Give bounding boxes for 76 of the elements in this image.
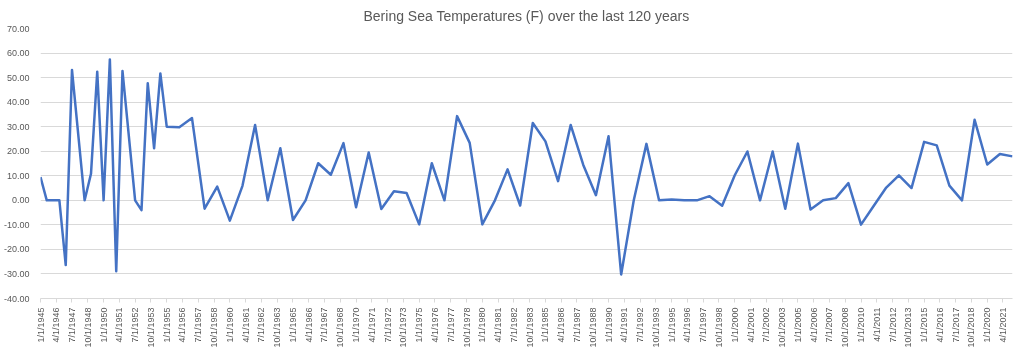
chart-title: Bering Sea Temperatures (F) over the last 120 years	[363, 7, 690, 24]
x-tick-label: 10/1/2003	[777, 307, 788, 348]
x-tick-label: 1/1/2015	[919, 307, 930, 343]
y-tick-label: 0.00	[11, 195, 30, 206]
x-tick-label: 7/1/2007	[824, 307, 835, 343]
x-tick-label: 4/1/2001	[745, 307, 756, 343]
x-tick-label: 4/1/1996	[682, 307, 693, 343]
x-tick-label: 10/1/2018	[966, 307, 977, 348]
x-tick-label: 10/1/2013	[903, 307, 914, 348]
x-tick-label: 4/1/1966	[303, 307, 314, 343]
x-tick-label: 10/1/1988	[587, 307, 598, 348]
x-tick-label: 4/1/1981	[493, 307, 504, 343]
x-tick-label: 10/1/1993	[650, 307, 661, 348]
x-tick-label: 1/1/1955	[161, 307, 172, 343]
x-tick-label: 7/1/1967	[319, 307, 330, 343]
x-tick-label: 7/1/1987	[571, 307, 582, 343]
x-tick-label: 7/1/1997	[698, 307, 709, 343]
x-tick-label: 4/1/1986	[556, 307, 567, 343]
x-tick-label: 10/1/1973	[398, 307, 409, 348]
y-tick-label: 20.00	[6, 146, 30, 157]
x-tick-label: 4/1/1991	[619, 307, 630, 343]
x-tick-label: 1/1/1995	[666, 307, 677, 343]
y-tick-label: -40.00	[3, 293, 30, 304]
y-tick-label: 70.00	[6, 23, 30, 34]
y-tick-label: -10.00	[3, 219, 30, 230]
x-tick-label: 1/1/1990	[603, 307, 614, 343]
x-tick-label: 7/1/1952	[130, 307, 141, 343]
x-tick-label: 1/1/1975	[414, 307, 425, 343]
x-tick-label: 1/1/2020	[982, 307, 993, 343]
y-tick-label: 10.00	[6, 170, 30, 181]
x-tick-label: 10/1/1998	[713, 307, 724, 348]
x-tick-label: 7/1/1947	[66, 307, 77, 343]
line-series	[40, 58, 1013, 276]
x-tick-label: 4/1/2016	[934, 307, 945, 343]
x-tick-label: 10/1/1968	[335, 307, 346, 348]
x-tick-label: 10/1/1953	[145, 307, 156, 348]
x-tick-label: 1/1/1970	[351, 307, 362, 343]
x-tick-label: 1/1/2000	[729, 307, 740, 343]
x-tick-label: 1/1/1945	[35, 307, 46, 343]
x-tick-label: 4/1/2011	[871, 307, 882, 342]
x-tick-label: 10/1/1983	[524, 307, 535, 348]
x-tick-label: 4/1/2021	[998, 307, 1008, 343]
x-tick-label: 10/1/1978	[461, 307, 472, 348]
y-tick-label: -20.00	[3, 244, 30, 255]
x-tick-label: 10/1/1948	[82, 307, 93, 348]
x-tick-label: 4/1/1971	[366, 307, 377, 343]
x-tick-label: 1/1/1965	[287, 307, 298, 343]
x-tick-label: 10/1/1958	[209, 307, 220, 348]
x-tick-label: 10/1/1963	[272, 307, 283, 348]
x-tick-label: 4/1/1951	[114, 307, 125, 343]
x-tick-label: 1/1/1985	[540, 307, 551, 343]
x-tick-label: 10/1/2008	[840, 307, 851, 348]
y-tick-label: 40.00	[6, 97, 30, 108]
x-tick-label: 1/1/1980	[477, 307, 488, 343]
x-tick-label: 7/1/1972	[382, 307, 393, 343]
x-tick-label: 4/1/2006	[808, 307, 819, 343]
x-tick-label: 7/1/2012	[887, 307, 898, 343]
y-tick-label: 30.00	[6, 121, 30, 132]
y-tick-label: 60.00	[6, 48, 30, 59]
x-tick-label: 4/1/1976	[429, 307, 440, 343]
y-tick-label: -30.00	[3, 268, 30, 279]
x-tick-label: 7/1/2017	[950, 307, 961, 343]
x-tick-label: 4/1/1956	[177, 307, 188, 343]
x-tick-label: 1/1/2010	[856, 307, 867, 343]
x-tick-label: 7/1/1977	[445, 307, 456, 343]
x-tick-label: 1/1/1960	[224, 307, 235, 343]
x-tick-label: 1/1/1950	[98, 307, 109, 343]
x-tick-label: 1/1/2005	[792, 307, 803, 343]
x-tick-label: 7/1/1992	[635, 307, 646, 343]
x-tick-label: 7/1/1957	[193, 307, 204, 343]
x-tick-label: 7/1/2002	[761, 307, 772, 343]
x-tick-label: 4/1/1946	[51, 307, 62, 343]
x-tick-label: 7/1/1962	[256, 307, 267, 343]
y-tick-label: 50.00	[6, 72, 30, 83]
x-tick-label: 7/1/1982	[508, 307, 519, 343]
x-tick-label: 4/1/1961	[240, 307, 251, 343]
